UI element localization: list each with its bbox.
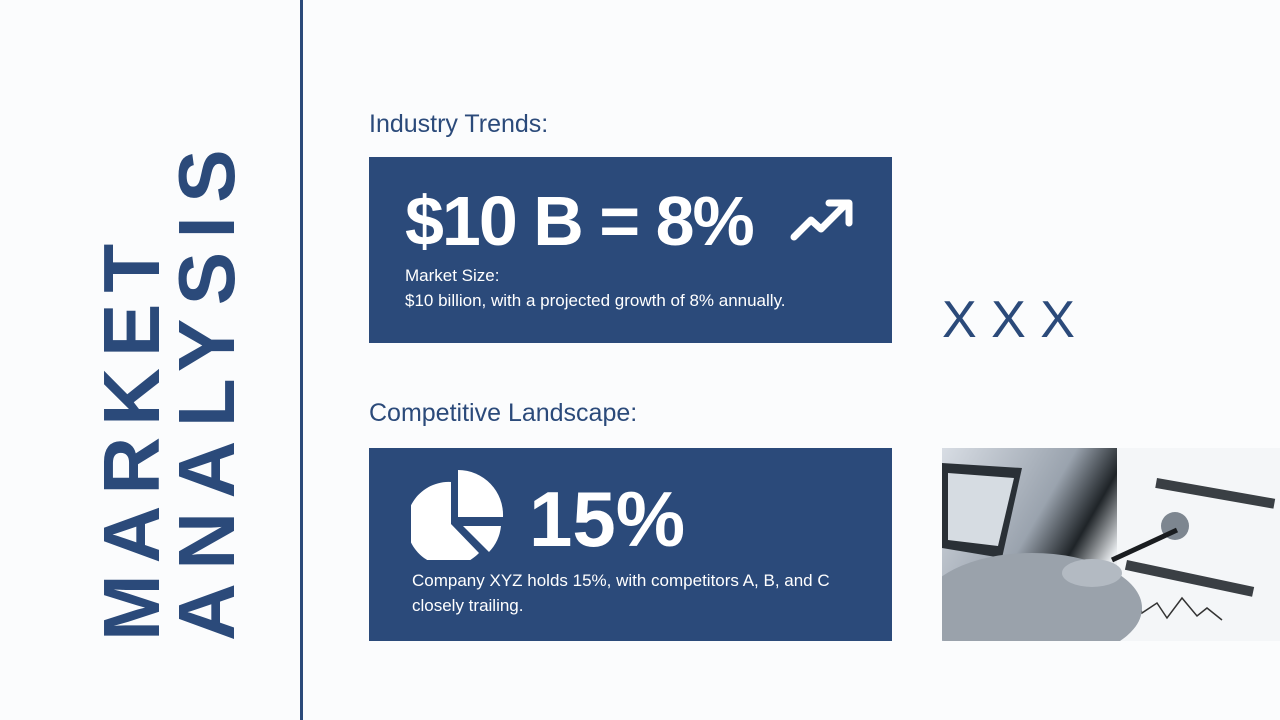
- vertical-divider: [300, 0, 303, 720]
- market-share-headline: 15%: [529, 475, 686, 563]
- industry-trends-card: $10 B = 8% Market Size: $10 billion, wit…: [369, 157, 892, 343]
- market-size-headline: $10 B = 8%: [405, 182, 755, 260]
- market-share-text: Company XYZ holds 15%, with competitors …: [412, 571, 830, 615]
- market-size-label: Market Size:: [405, 266, 500, 285]
- industry-trends-heading: Industry Trends:: [369, 110, 549, 138]
- title-market: MARKET: [87, 232, 176, 641]
- pie-chart-icon: [411, 470, 504, 560]
- xxx-decoration: X X X: [942, 291, 1075, 349]
- market-size-text: $10 billion, with a projected growth of …: [405, 291, 786, 310]
- trending-up-icon: [790, 199, 853, 241]
- competitive-landscape-card: 15% Company XYZ holds 15%, with competit…: [369, 448, 892, 641]
- analytics-photo: [942, 448, 1280, 641]
- market-size-description: Market Size: $10 billion, with a project…: [405, 263, 786, 313]
- title-analysis: ANALYSIS: [162, 135, 251, 641]
- competitive-landscape-heading: Competitive Landscape:: [369, 399, 638, 427]
